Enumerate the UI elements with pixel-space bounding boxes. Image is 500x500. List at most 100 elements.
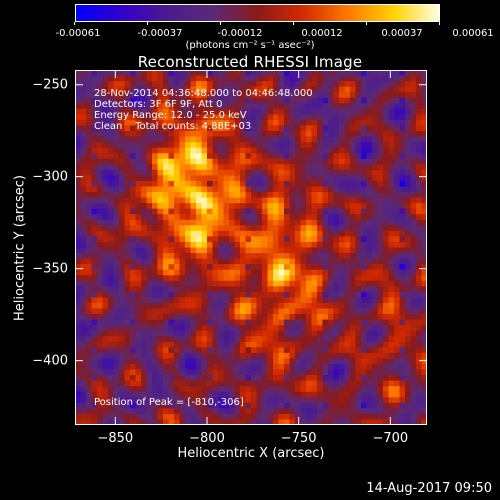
heatmap-cell (174, 330, 180, 337)
heatmap-cell (311, 369, 318, 376)
heatmap-cell (350, 175, 356, 182)
heatmap-cell (289, 119, 296, 126)
heatmap-cell (190, 419, 197, 425)
heatmap-cell (361, 341, 367, 348)
heatmap-cell (394, 241, 400, 248)
heatmap-cell (311, 413, 318, 420)
heatmap-cell (174, 369, 180, 376)
heatmap-cell (212, 397, 219, 404)
heatmap-cell (174, 192, 180, 198)
heatmap-cell (91, 319, 98, 326)
heatmap-cell (372, 208, 378, 215)
heatmap-cell (240, 247, 246, 254)
heatmap-cell (416, 92, 422, 99)
heatmap-cell (163, 158, 169, 165)
heatmap-cell (113, 258, 120, 265)
heatmap-cell (75, 402, 81, 409)
heatmap-cell (152, 325, 158, 332)
heatmap-cell (267, 275, 274, 282)
heatmap-cell (262, 108, 268, 115)
heatmap-cell (328, 341, 334, 348)
heatmap-cell (179, 352, 186, 359)
heatmap-cell (311, 419, 318, 425)
heatmap-cell (124, 275, 131, 282)
heatmap-cell (163, 81, 169, 88)
heatmap-cell (124, 208, 131, 215)
heatmap-cell (278, 236, 285, 243)
heatmap-cell (251, 131, 257, 137)
heatmap-cell (361, 363, 367, 370)
heatmap-cell (91, 158, 98, 165)
heatmap-cell (339, 402, 345, 409)
heatmap-cell (240, 275, 246, 282)
heatmap-cell (361, 236, 367, 243)
heatmap-cell (97, 97, 103, 104)
heatmap-cell (300, 413, 307, 420)
heatmap-cell (350, 125, 356, 132)
heatmap-cell (212, 70, 219, 76)
heatmap-cell (108, 247, 114, 254)
heatmap-cell (113, 81, 120, 88)
heatmap-cell (179, 131, 186, 137)
heatmap-cell (168, 297, 175, 304)
heatmap-cell (388, 352, 395, 359)
heatmap-cell (234, 114, 241, 121)
heatmap-cell (196, 230, 202, 237)
heatmap-cell (240, 114, 246, 121)
heatmap-cell (130, 363, 136, 370)
heatmap-cell (174, 241, 180, 248)
heatmap-cell (306, 230, 312, 237)
heatmap-cell (179, 336, 186, 343)
plot-area[interactable] (75, 70, 427, 425)
heatmap-cell (141, 230, 147, 237)
heatmap-cell (135, 280, 142, 287)
heatmap-cell (322, 153, 329, 160)
heatmap-cell (108, 186, 114, 193)
heatmap-cell (322, 253, 329, 259)
heatmap-cell (322, 203, 329, 210)
heatmap-cell (163, 192, 169, 198)
heatmap-cell (174, 402, 180, 409)
heatmap-cell (245, 314, 252, 321)
heatmap-cell (218, 286, 224, 293)
heatmap-cell (179, 258, 186, 265)
heatmap-cell (229, 275, 235, 282)
heatmap-cell (240, 119, 246, 126)
heatmap-cell (135, 419, 142, 425)
heatmap-cell (328, 386, 334, 393)
heatmap-cell (190, 147, 197, 154)
heatmap-cell (372, 408, 378, 415)
heatmap-cell (262, 275, 268, 282)
heatmap-cell (410, 419, 417, 425)
heatmap-cell (108, 336, 114, 343)
heatmap-cell (410, 369, 417, 376)
heatmap-cell (240, 236, 246, 243)
heatmap-cell (377, 413, 384, 420)
heatmap-cell (229, 230, 235, 237)
heatmap-cell (119, 419, 125, 425)
heatmap-cell (234, 236, 241, 243)
heatmap-cell (240, 97, 246, 104)
heatmap-cell (416, 297, 422, 304)
heatmap-cell (256, 286, 263, 293)
heatmap-cell (267, 419, 274, 425)
heatmap-cell (339, 397, 345, 404)
heatmap-cell (163, 341, 169, 348)
heatmap-cell (179, 214, 186, 221)
heatmap-cell (130, 341, 136, 348)
heatmap-cell (119, 408, 125, 415)
heatmap-cell (311, 119, 318, 126)
heatmap-cell (179, 269, 186, 276)
heatmap-cell (289, 386, 296, 393)
heatmap-cell (278, 341, 285, 348)
heatmap-cell (416, 103, 422, 110)
heatmap-cell (278, 247, 285, 254)
heatmap-cell (152, 286, 158, 293)
heatmap-cell (146, 125, 153, 132)
heatmap-cell (273, 70, 279, 76)
heatmap-cell (372, 197, 378, 204)
heatmap-cell (251, 247, 257, 254)
heatmap-cell (141, 136, 147, 143)
heatmap-cell (317, 81, 323, 88)
heatmap-cell (240, 136, 246, 143)
